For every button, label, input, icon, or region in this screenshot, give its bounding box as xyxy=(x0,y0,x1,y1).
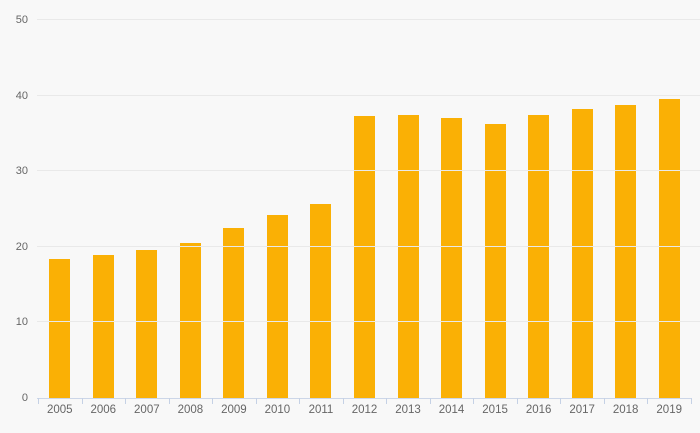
x-tick-label: 2018 xyxy=(612,404,639,416)
x-tick-label: 2015 xyxy=(482,404,508,416)
x-axis-tick xyxy=(168,398,170,404)
x-tick-label: 2013 xyxy=(395,404,421,416)
x-axis-tick xyxy=(125,398,127,404)
bar-cell xyxy=(125,20,169,398)
x-axis-tick xyxy=(38,398,39,404)
x-tick-label: 2016 xyxy=(525,404,552,416)
gridline-40 xyxy=(37,94,700,96)
x-axis-tick xyxy=(516,398,518,404)
x-axis-tick xyxy=(429,398,431,404)
x-tick-label: 2005 xyxy=(46,404,73,416)
x-axis-tick xyxy=(299,398,301,404)
bar-2015 xyxy=(484,123,506,398)
gridline-20 xyxy=(37,245,700,247)
bar-2014 xyxy=(441,118,463,398)
y-axis: 0 10 20 30 40 50 xyxy=(0,0,28,433)
bar-cell xyxy=(212,20,256,398)
x-tick-label: 2006 xyxy=(90,404,117,416)
x-axis-tick xyxy=(560,398,562,404)
x-axis-tick xyxy=(255,398,257,404)
x-axis-tick xyxy=(81,398,83,404)
x-tick-label: 2019 xyxy=(656,404,682,416)
x-axis-tick xyxy=(212,398,214,404)
y-tick-label: 40 xyxy=(15,89,28,102)
bar-cell xyxy=(38,20,82,398)
bar-2009 xyxy=(223,227,245,398)
bar-cell xyxy=(256,20,300,398)
bar-2007 xyxy=(136,249,158,398)
bar-cell xyxy=(647,20,691,398)
x-axis-line xyxy=(37,398,691,399)
bar-2016 xyxy=(528,114,550,398)
bar-cell xyxy=(430,20,474,398)
bar-cell xyxy=(169,20,213,398)
bar-2010 xyxy=(266,215,288,398)
bar-2018 xyxy=(615,104,637,398)
y-tick-label: 30 xyxy=(15,165,28,178)
gridline-50 xyxy=(37,19,700,20)
bar-cell xyxy=(473,20,517,398)
y-tick-label: 10 xyxy=(15,316,28,329)
x-tick-label: 2008 xyxy=(177,404,204,416)
x-axis-tick xyxy=(386,398,388,404)
x-axis-tick xyxy=(691,398,692,404)
bar-2017 xyxy=(571,109,593,398)
bar-cell xyxy=(343,20,387,398)
y-tick-label: 0 xyxy=(21,392,28,404)
y-tick-label: 20 xyxy=(15,240,28,253)
x-tick-label: 2009 xyxy=(221,404,247,416)
x-axis-tick xyxy=(603,398,605,404)
bar-2019 xyxy=(658,99,680,398)
bar-2012 xyxy=(353,116,375,398)
bar-2008 xyxy=(179,243,201,398)
gridline-10 xyxy=(37,321,700,323)
bar-cell xyxy=(517,20,561,398)
bar-2005 xyxy=(49,258,71,398)
bars-container xyxy=(38,20,691,398)
bar-2011 xyxy=(310,204,332,398)
x-tick-label: 2012 xyxy=(351,404,378,416)
gridline-30 xyxy=(37,170,700,172)
bar-2006 xyxy=(92,255,114,398)
bar-cell xyxy=(604,20,648,398)
x-tick-label: 2017 xyxy=(569,404,595,416)
x-tick-label: 2014 xyxy=(438,404,465,416)
bar-cell xyxy=(560,20,604,398)
x-axis-tick xyxy=(342,398,344,404)
bar-cell xyxy=(299,20,343,398)
x-axis-tick xyxy=(473,398,475,404)
x-tick-label: 2007 xyxy=(134,404,160,416)
bar-cell xyxy=(82,20,126,398)
x-tick-label: 2011 xyxy=(308,404,334,416)
bar-cell xyxy=(386,20,430,398)
y-tick-label: 50 xyxy=(15,14,28,26)
x-tick-label: 2010 xyxy=(264,404,291,416)
plot-area xyxy=(37,19,700,404)
x-axis-tick xyxy=(647,398,649,404)
x-axis: 2005 2006 2007 2008 2009 2010 2011 2012 2013 2014… xyxy=(38,404,691,416)
bar-2013 xyxy=(397,115,419,398)
